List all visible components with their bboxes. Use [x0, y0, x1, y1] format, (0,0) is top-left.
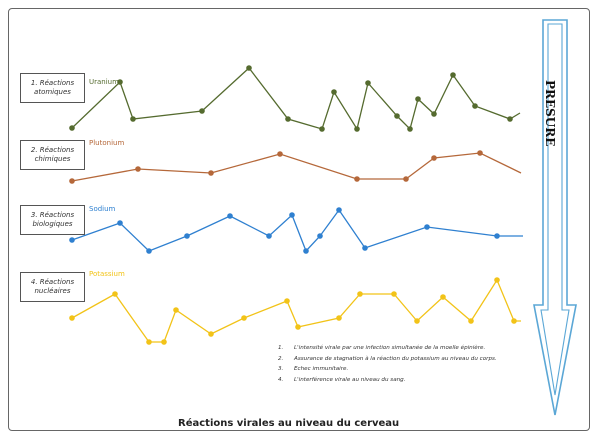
diagram-frame [8, 8, 590, 431]
plutonium-point [354, 176, 360, 182]
row-label-box-nuclear: 4. Réactions nucléaires [20, 272, 85, 302]
potassium-point [284, 298, 290, 304]
potassium-point [295, 324, 301, 330]
potassium-point [391, 291, 397, 297]
row-label-line1: 2. Réactions [30, 146, 75, 154]
sodium-point [184, 233, 190, 239]
potassium-point [511, 318, 517, 324]
series-name-plutonium: Plutonium [89, 139, 125, 147]
potassium-point [161, 339, 167, 345]
potassium-point [146, 339, 152, 345]
uranium-point [415, 96, 421, 102]
potassium-point [173, 307, 179, 313]
plutonium-point [69, 178, 75, 184]
series-name-potassium: Potassium [89, 270, 125, 278]
potassium-point [414, 318, 420, 324]
uranium-point [450, 72, 456, 78]
uranium-point [331, 89, 337, 95]
row-label-box-biological: 3. Réactions biologiques [20, 205, 85, 235]
sodium-point [146, 248, 152, 254]
legend-item: 3. Echec immunitaire. [278, 364, 514, 375]
row-label-line2: nucléaires [34, 287, 71, 295]
plutonium-point [277, 151, 283, 157]
legend-text: L'interférence virale au niveau du sang. [294, 376, 406, 383]
potassium-line [71, 278, 521, 343]
sodium-point [266, 233, 272, 239]
uranium-line [71, 67, 521, 131]
plutonium-point [403, 176, 409, 182]
row-label-line2: biologiques [32, 220, 73, 228]
legend-number: 4. [278, 376, 284, 383]
sodium-point [362, 245, 368, 251]
potassium-point [468, 318, 474, 324]
legend-item: 2. Assurance de stagnation à la réaction … [278, 354, 514, 365]
legend-number: 1. [278, 345, 284, 351]
row-label-line1: 4. Réactions [30, 278, 75, 286]
potassium-point [494, 277, 500, 283]
legend-text: L'intensité virale par une infection sim… [294, 345, 486, 351]
potassium-point [208, 331, 214, 337]
potassium-point [241, 315, 247, 321]
uranium-point [507, 116, 513, 122]
uranium-point [365, 80, 371, 86]
sodium-point [69, 237, 75, 243]
legend-list: 1. L'intensité virale par une infection s… [278, 343, 514, 385]
series-layer [69, 65, 523, 345]
arrow-inner-outline [540, 23, 570, 396]
pressure-label: PRESURE [543, 80, 557, 147]
row-label-line1: 1. Réactions [30, 79, 75, 87]
uranium-point [117, 79, 123, 85]
uranium-point [354, 126, 360, 132]
potassium-point [357, 291, 363, 297]
row-label-box-chemical: 2. Réactions chimiques [20, 140, 85, 170]
sodium-line [71, 208, 523, 253]
row-label-line2: chimiques [34, 155, 71, 163]
sodium-point [303, 248, 309, 254]
sodium-point [494, 233, 500, 239]
legend-text: Assurance de stagnation à la réaction du… [294, 355, 497, 362]
row-label-box-atomic: 1. Réactions atomiques [20, 73, 85, 103]
legend-item: 4. L'interférence virale au niveau du san… [278, 375, 514, 386]
series-name-uranium: Uranium [89, 78, 119, 86]
uranium-point [199, 108, 205, 114]
plutonium-point [431, 155, 437, 161]
uranium-point [431, 111, 437, 117]
sodium-point [227, 213, 233, 219]
uranium-point [394, 113, 400, 119]
sodium-point [336, 207, 342, 213]
uranium-point [69, 125, 75, 131]
uranium-point [285, 116, 291, 122]
potassium-point [336, 315, 342, 321]
legend-item: 1. L'intensité virale par une infection s… [278, 343, 514, 354]
legend-text: Echec immunitaire. [294, 366, 349, 372]
uranium-point [472, 103, 478, 109]
uranium-point [246, 65, 252, 71]
plutonium-point [208, 170, 214, 176]
row-label-line2: atomiques [34, 88, 71, 96]
potassium-point [440, 294, 446, 300]
uranium-point [130, 116, 136, 122]
sodium-point [424, 224, 430, 230]
sodium-point [117, 220, 123, 226]
potassium-point [69, 315, 75, 321]
sodium-point [289, 212, 295, 218]
legend-number: 3. [278, 366, 284, 372]
plutonium-point [135, 166, 141, 172]
pressure-arrow [533, 19, 577, 416]
plutonium-point [477, 150, 483, 156]
row-label-line1: 3. Réactions [30, 211, 75, 219]
uranium-point [407, 126, 413, 132]
arrow-outer-outline [533, 19, 577, 416]
legend-number: 2. [278, 355, 284, 362]
series-name-sodium: Sodium [89, 205, 116, 213]
potassium-point [112, 291, 118, 297]
sodium-point [317, 233, 323, 239]
uranium-point [319, 126, 325, 132]
diagram-caption: Réactions virales au niveau du cerveau [178, 418, 400, 429]
